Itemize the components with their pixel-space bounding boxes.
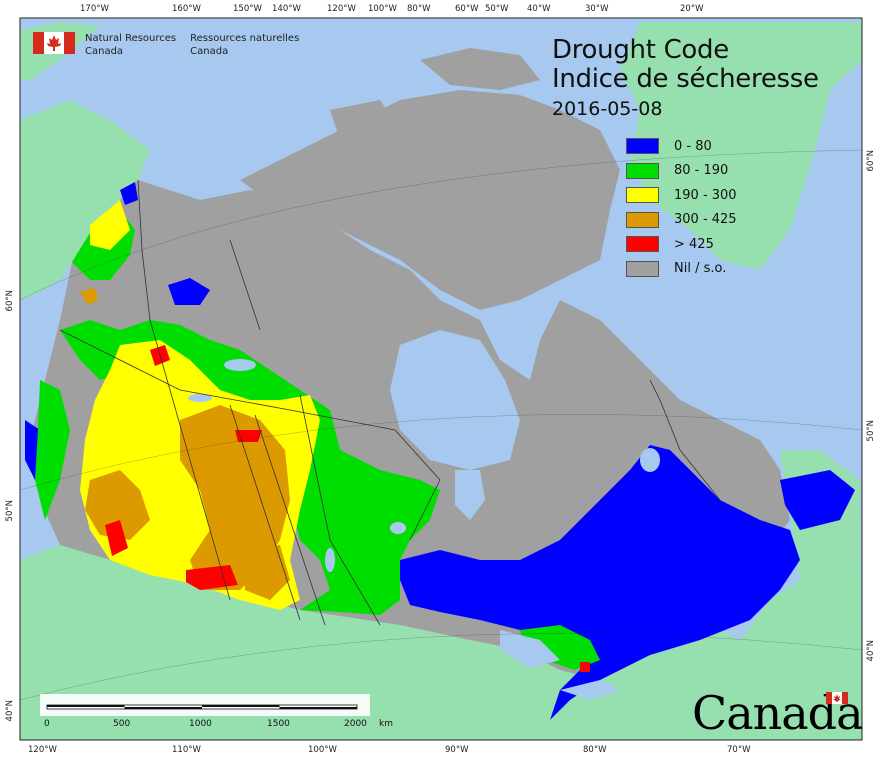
graticule-label: 80°W xyxy=(407,4,431,14)
scale-bar xyxy=(40,694,370,716)
graticule-label: 110°W xyxy=(172,745,201,755)
legend: 0 - 80 80 - 190 190 - 300 300 - 425 > 425 Nil… xyxy=(626,134,737,281)
canada-flag-icon xyxy=(33,32,75,54)
legend-label: 80 - 190 xyxy=(674,163,729,179)
legend-swatch xyxy=(626,138,659,155)
drought-class-0-80 xyxy=(25,182,855,720)
map-title: Drought Code Indice de sécheresse 2016-0… xyxy=(552,36,819,122)
legend-label: Nil / s.o. xyxy=(674,261,727,277)
legend-label: 0 - 80 xyxy=(674,138,712,154)
legend-item: 0 - 80 xyxy=(626,134,737,159)
james-bay xyxy=(455,470,485,520)
scale-label-0: 0 xyxy=(44,719,50,729)
graticule-label: 160°W xyxy=(172,4,201,14)
graticule-label: 50°W xyxy=(485,4,509,14)
scale-label-2000: 2000 xyxy=(344,719,367,729)
legend-swatch xyxy=(626,162,659,179)
graticule-label: 60°N xyxy=(866,150,876,172)
graticule-label: 80°W xyxy=(583,745,607,755)
legend-label: 190 - 300 xyxy=(674,187,737,203)
scale-label-1500: 1500 xyxy=(267,719,290,729)
graticule-label: 40°N xyxy=(5,700,15,722)
title-french: Indice de sécheresse xyxy=(552,64,819,94)
graticule-label: 120°W xyxy=(327,4,356,14)
legend-item: 80 - 190 xyxy=(626,159,737,184)
graticule-label: 50°N xyxy=(866,420,876,442)
legend-swatch xyxy=(626,260,659,277)
graticule-label: 30°W xyxy=(585,4,609,14)
agency-signature: Natural Resources Canada Ressources natu… xyxy=(33,32,299,58)
agency-name-fr: Ressources naturelles Canada xyxy=(190,33,300,57)
scale-label-1000: 1000 xyxy=(189,719,212,729)
legend-item: > 425 xyxy=(626,232,737,257)
graticule-label: 60°N xyxy=(5,290,15,312)
legend-swatch xyxy=(626,236,659,253)
drought-class-300-425 xyxy=(80,288,290,600)
scale-label-500: 500 xyxy=(113,719,131,729)
graticule-label: 40°W xyxy=(527,4,551,14)
graticule-label: 70°W xyxy=(727,745,751,755)
graticule-label: 40°N xyxy=(866,640,876,662)
graticule-label: 170°W xyxy=(80,4,109,14)
graticule-label: 120°W xyxy=(28,745,57,755)
graticule-label: 100°W xyxy=(308,745,337,755)
legend-item: 190 - 300 xyxy=(626,183,737,208)
hudson-bay xyxy=(390,330,520,470)
legend-label: > 425 xyxy=(674,236,714,252)
graticule-label: 100°W xyxy=(368,4,397,14)
graticule xyxy=(19,149,863,701)
legend-swatch xyxy=(626,187,659,204)
legend-swatch xyxy=(626,211,659,228)
title-english: Drought Code xyxy=(552,35,729,65)
legend-item: Nil / s.o. xyxy=(626,257,737,282)
agency-name-en: Natural Resources Canada xyxy=(85,33,177,57)
graticule-label: 50°N xyxy=(5,500,15,522)
legend-label: 300 - 425 xyxy=(674,212,737,228)
graticule-label: 20°W xyxy=(680,4,704,14)
map-date: 2016-05-08 xyxy=(552,98,663,120)
lakes xyxy=(188,359,660,700)
wordmark-flag-icon xyxy=(826,692,848,704)
graticule-label: 60°W xyxy=(455,4,479,14)
land-outside-canada xyxy=(20,22,862,740)
scale-unit: km xyxy=(379,719,393,729)
graticule-label: 90°W xyxy=(445,745,469,755)
graticule-label: 140°W xyxy=(272,4,301,14)
legend-item: 300 - 425 xyxy=(626,208,737,233)
graticule-label: 150°W xyxy=(233,4,262,14)
province-borders xyxy=(59,179,721,626)
